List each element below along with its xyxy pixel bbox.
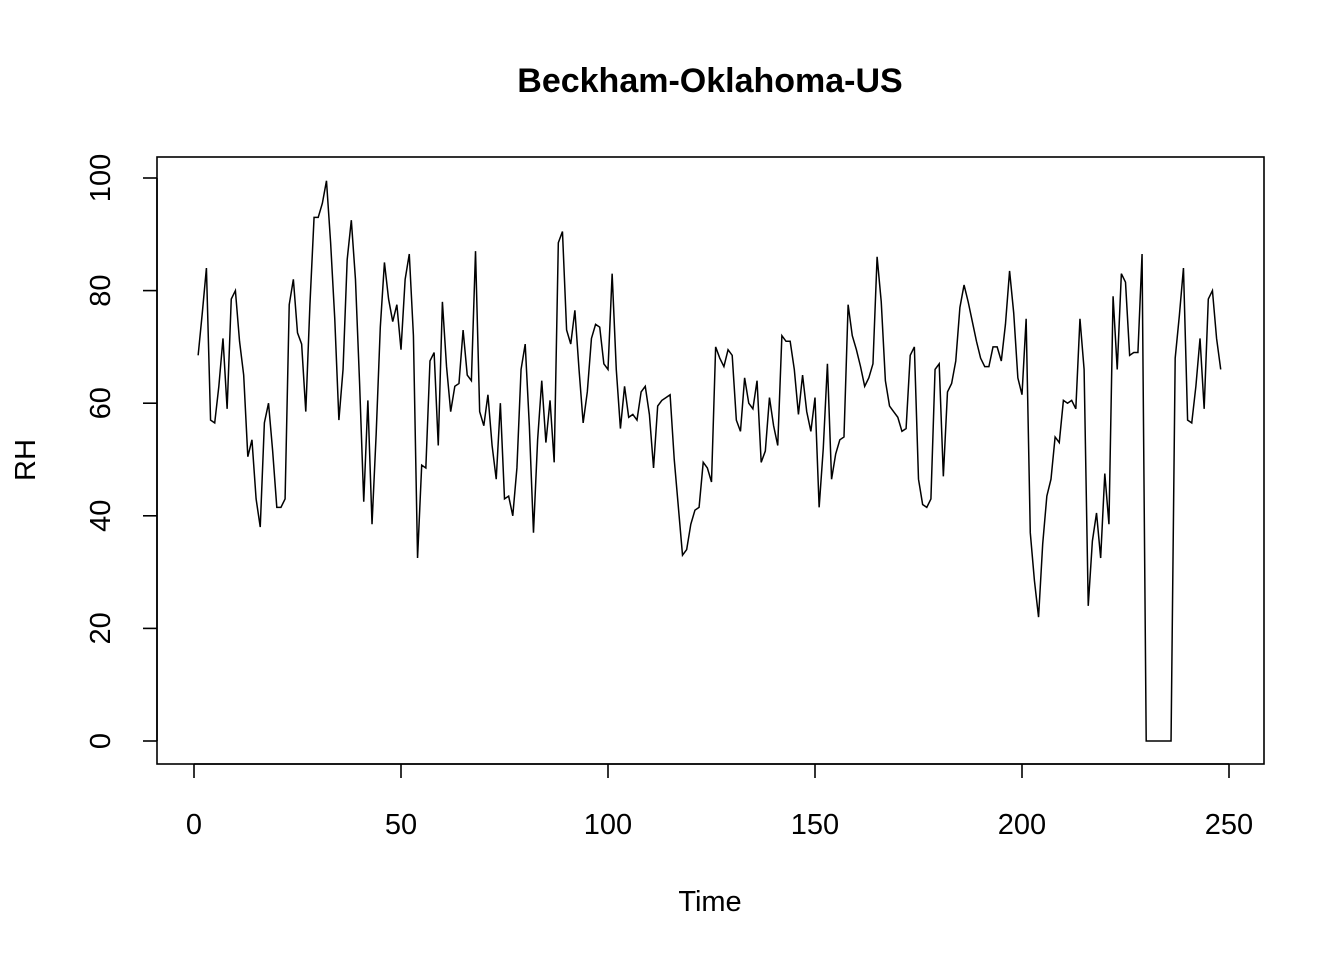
plot-frame	[156, 156, 1265, 765]
x-tick-label: 250	[1205, 809, 1253, 841]
x-tick-label: 200	[998, 809, 1046, 841]
y-tick-label: 0	[85, 733, 117, 749]
x-axis-label: Time	[678, 886, 741, 918]
x-tick-label: 150	[791, 809, 839, 841]
y-tick-label: 100	[85, 154, 117, 202]
x-tick-label: 100	[584, 809, 632, 841]
y-tick-label: 60	[85, 387, 117, 419]
x-tick-label: 0	[186, 809, 202, 841]
y-tick-label: 80	[85, 274, 117, 306]
x-tick-label: 50	[385, 809, 417, 841]
y-tick-label: 20	[85, 612, 117, 644]
series-line-rh	[197, 180, 1222, 742]
y-tick-label: 40	[85, 500, 117, 532]
y-axis: 0 20 40 60 80 100	[85, 154, 158, 749]
x-axis: 0 50 100 150 200 250	[186, 763, 1253, 841]
y-axis-label: RH	[10, 439, 42, 481]
chart-title: Beckham-Oklahoma-US	[517, 62, 902, 100]
